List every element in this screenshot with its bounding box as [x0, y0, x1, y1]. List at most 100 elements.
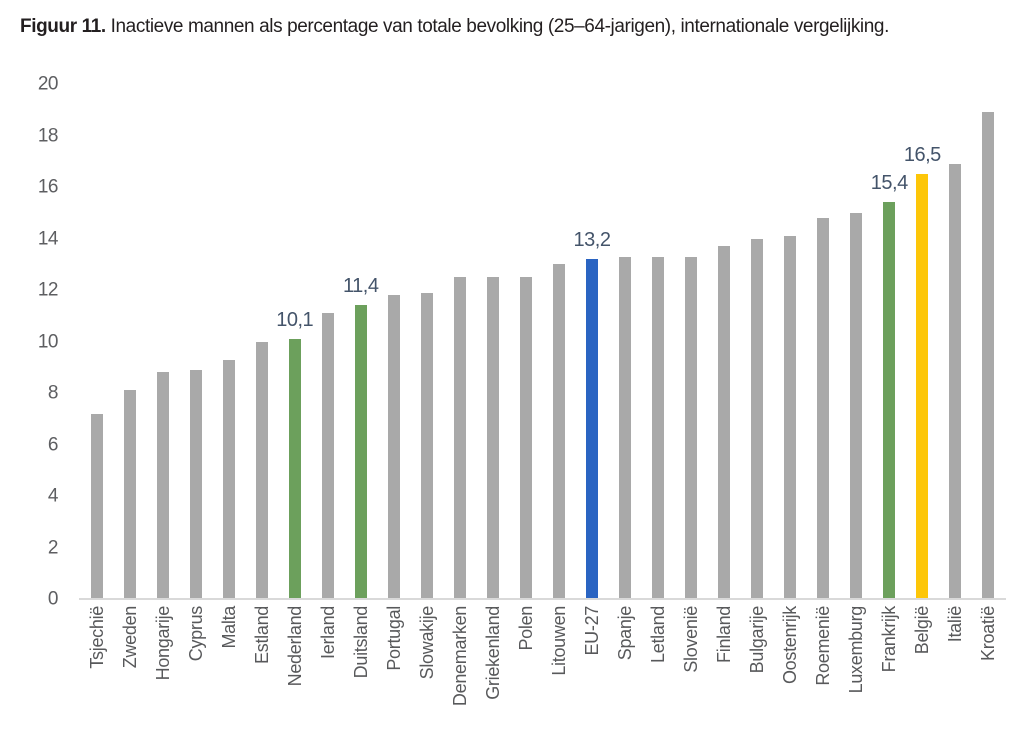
- y-tick-label: 16: [37, 176, 59, 198]
- bar-slot: [840, 84, 873, 599]
- y-tick-label: 10: [37, 331, 59, 352]
- x-axis-line: [79, 598, 1006, 600]
- y-tick-label: 2: [47, 537, 59, 558]
- bar-letland: [652, 256, 665, 599]
- bar-kroatië: [982, 112, 995, 599]
- x-axis-label: Portugal: [383, 606, 404, 671]
- bar-slot: [212, 84, 245, 599]
- x-axis-label: Duitsland: [350, 606, 371, 679]
- x-label-slot: België: [906, 606, 939, 751]
- x-axis-label: Frankrijk: [879, 606, 900, 673]
- value-label: 16,5: [903, 144, 941, 167]
- plot-area: 10,1 11,4 13,2 15,4 16,5: [80, 84, 1005, 599]
- bar-cyprus: [189, 369, 202, 599]
- figure-number: Figuur 11.: [20, 16, 106, 37]
- bar-slot: [146, 84, 179, 599]
- x-label-slot: Letland: [642, 606, 675, 751]
- bar-slot: [807, 84, 840, 599]
- bar-luxemburg: [850, 212, 863, 599]
- x-axis-label: Cyprus: [185, 606, 206, 662]
- x-label-slot: Oostenrijk: [774, 606, 807, 751]
- x-label-slot: Hongarije: [146, 606, 179, 751]
- bar-slot: [708, 84, 741, 599]
- bar-nederland: [288, 338, 301, 599]
- x-label-slot: Spanje: [609, 606, 642, 751]
- bar-slowakije: [420, 292, 433, 599]
- x-label-slot: Cyprus: [179, 606, 212, 751]
- x-axis-label: Luxemburg: [846, 606, 867, 694]
- bar-slot: [80, 84, 113, 599]
- bar-slovenië: [685, 256, 698, 599]
- bar-zweden: [123, 390, 136, 599]
- bar-slot: [542, 84, 575, 599]
- bar-bulgarije: [751, 238, 764, 599]
- x-label-slot: Frankrijk: [873, 606, 906, 751]
- bar-slot: [245, 84, 278, 599]
- x-axis-label: Italië: [945, 606, 966, 643]
- bar-finland: [718, 246, 731, 599]
- x-axis-label: Roemenië: [813, 606, 834, 686]
- x-label-slot: Luxemburg: [840, 606, 873, 751]
- x-axis-label: Ierland: [317, 606, 338, 659]
- x-label-slot: Duitsland: [344, 606, 377, 751]
- x-label-slot: Litouwen: [542, 606, 575, 751]
- bar-estland: [255, 341, 268, 599]
- y-tick-label: 0: [47, 588, 59, 610]
- bar-slot: [609, 84, 642, 599]
- x-axis-label: Spanje: [615, 606, 636, 661]
- bar-frankrijk: [883, 202, 896, 599]
- bar-slot: 11,4: [343, 84, 379, 599]
- x-axis-label: Polen: [515, 606, 536, 651]
- value-label: 15,4: [870, 172, 908, 195]
- bar-denemarken: [453, 277, 466, 599]
- x-axis-label: Letland: [648, 606, 669, 663]
- figure-caption: Inactieve mannen als percentage van tota…: [110, 16, 890, 37]
- x-label-slot: Finland: [708, 606, 741, 751]
- bar-duitsland: [354, 305, 367, 599]
- bar-griekenland: [486, 277, 499, 599]
- x-axis-label: Hongarije: [152, 606, 173, 681]
- x-axis-label: Finland: [714, 606, 735, 663]
- bar-slot: [311, 84, 344, 599]
- bar-tsjechië: [90, 413, 103, 599]
- bar-slot: [476, 84, 509, 599]
- x-label-slot: Zweden: [113, 606, 146, 751]
- x-label-slot: Ierland: [311, 606, 344, 751]
- bar-slot: 13,2: [574, 84, 611, 599]
- bar-slot: [675, 84, 708, 599]
- bar-slot: 16,5: [903, 84, 941, 599]
- bar-italië: [949, 163, 962, 599]
- x-axis-label: Nederland: [284, 606, 305, 687]
- bar-eu-27: [585, 259, 598, 599]
- y-tick-label: 20: [37, 73, 59, 95]
- bar-slot: [179, 84, 212, 599]
- x-label-slot: Denemarken: [443, 606, 476, 751]
- value-label: 11,4: [343, 275, 379, 298]
- x-axis-label: Kroatië: [978, 606, 999, 661]
- x-axis-label: Malta: [218, 606, 239, 649]
- x-label-slot: Tsjechië: [80, 606, 113, 751]
- x-label-slot: Polen: [509, 606, 542, 751]
- x-axis-label: Oostenrijk: [780, 606, 801, 685]
- x-axis-label: Slovenië: [681, 606, 702, 673]
- bar-slot: [377, 84, 410, 599]
- x-label-slot: Slowakije: [410, 606, 443, 751]
- x-axis-label: België: [912, 606, 933, 655]
- bar-hongarije: [156, 372, 169, 599]
- x-axis-label: Litouwen: [548, 606, 569, 676]
- y-tick-label: 18: [37, 125, 59, 146]
- bar-polen: [519, 277, 532, 599]
- bar-litouwen: [552, 264, 565, 599]
- y-tick-label: 8: [47, 382, 59, 404]
- bar-ierland: [321, 313, 334, 599]
- x-label-slot: Roemenië: [807, 606, 840, 751]
- bar-slot: [939, 84, 972, 599]
- x-label-slot: Bulgarije: [741, 606, 774, 751]
- bar-slot: [410, 84, 443, 599]
- bar-slot: 15,4: [870, 84, 908, 599]
- x-label-slot: Griekenland: [476, 606, 509, 751]
- bar-belgië: [916, 174, 929, 599]
- bar-slot: [642, 84, 675, 599]
